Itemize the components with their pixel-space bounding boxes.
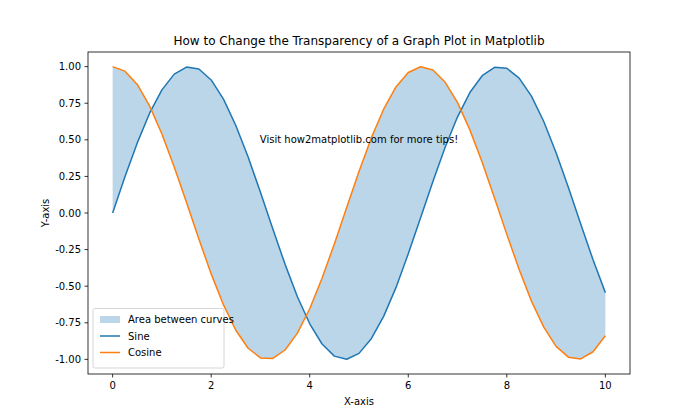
y-tick-label: 0.25 <box>59 171 81 182</box>
y-tick-label: -0.50 <box>55 281 81 292</box>
y-tick <box>85 66 89 67</box>
y-tick-label: 1.00 <box>59 61 81 72</box>
annotation: Visit how2matplotlib.com for more tips! <box>260 134 458 145</box>
series-line <box>113 67 606 359</box>
y-tick <box>85 139 89 140</box>
x-tick <box>211 374 212 378</box>
y-tick-label: -0.75 <box>55 317 81 328</box>
title: How to Change the Transparency of a Grap… <box>173 34 544 48</box>
axes-frame <box>88 52 630 374</box>
plot-area <box>113 67 606 360</box>
legend: Area between curves Sine Cosine <box>93 309 234 369</box>
legend-label: Sine <box>128 331 150 342</box>
y-tick <box>85 103 89 104</box>
y-tick <box>85 359 89 360</box>
y-tick <box>85 286 89 287</box>
chart: 0 2 4 6 8 10 -1.00 -0.75 -0.50 -0.25 0.00 0.25 0.50 0… <box>0 0 700 420</box>
y-tick <box>85 322 89 323</box>
legend-swatch <box>100 335 120 337</box>
y-tick <box>85 176 89 177</box>
legend-label: Area between curves <box>128 314 234 325</box>
y-axis-label: Y-axis <box>40 199 51 229</box>
x-tick-label: 6 <box>405 380 411 391</box>
y-tick-label: -1.00 <box>55 354 81 365</box>
x-tick-label: 10 <box>599 380 612 391</box>
axes: 0 2 4 6 8 10 -1.00 -0.75 -0.50 -0.25 0.00 0.25 0.50 0… <box>55 61 612 391</box>
y-tick <box>85 249 89 250</box>
x-axis-label: X-axis <box>344 396 374 407</box>
background <box>0 0 700 420</box>
legend-label: Cosine <box>128 347 162 358</box>
series-line <box>113 67 606 359</box>
fill-between <box>113 67 606 360</box>
x-tick <box>309 374 310 378</box>
x-tick <box>506 374 507 378</box>
x-tick-label: 2 <box>208 380 214 391</box>
legend-swatch <box>100 316 120 323</box>
x-tick-label: 8 <box>504 380 510 391</box>
y-tick-label: 0.00 <box>59 208 81 219</box>
x-tick-label: 0 <box>109 380 115 391</box>
legend-swatch <box>100 352 120 354</box>
y-tick-label: 0.75 <box>59 98 81 109</box>
x-tick <box>408 374 409 378</box>
x-tick <box>112 374 113 378</box>
y-tick-label: -0.25 <box>55 244 81 255</box>
y-tick-label: 0.50 <box>59 134 81 145</box>
y-tick <box>85 213 89 214</box>
x-tick <box>605 374 606 378</box>
x-tick-label: 4 <box>307 380 313 391</box>
